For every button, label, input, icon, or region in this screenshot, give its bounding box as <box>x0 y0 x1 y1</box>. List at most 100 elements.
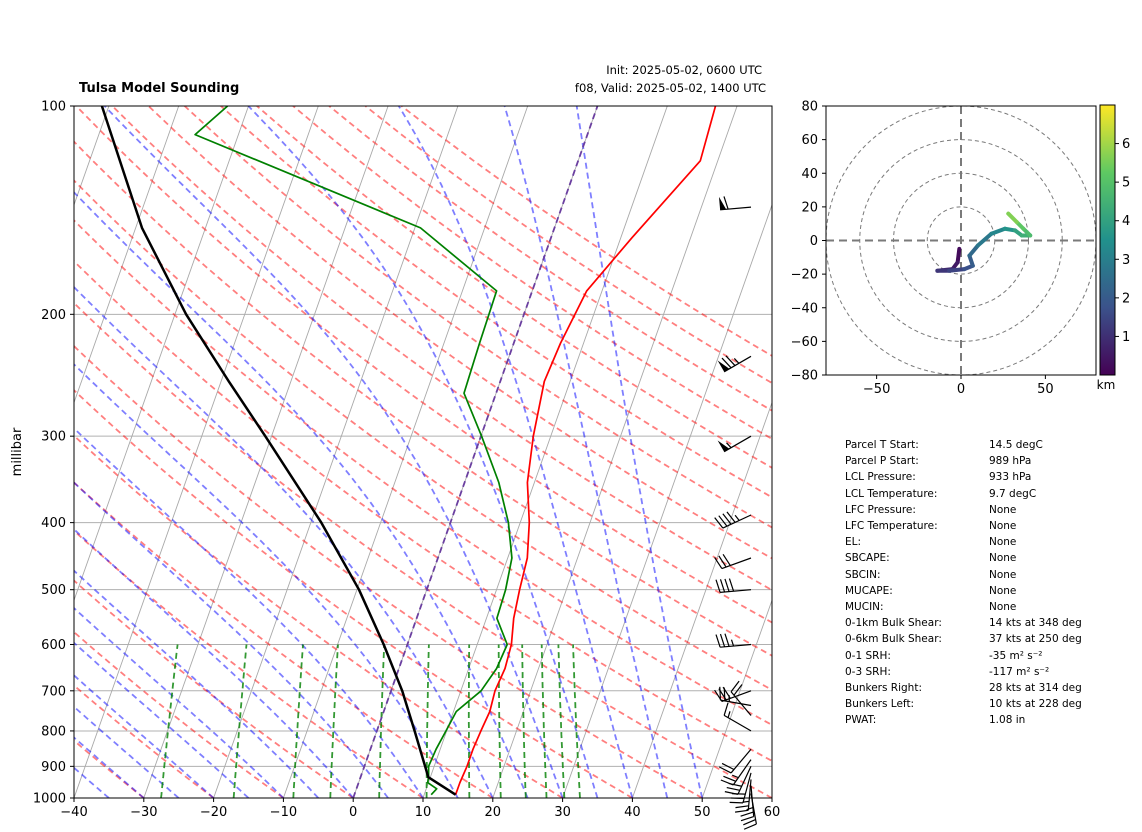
stat-value: 1.08 in <box>989 714 1026 727</box>
hodograph-segment <box>1006 211 1019 225</box>
stat-row: Bunkers Left: 10 kts at 228 deg <box>845 696 1082 712</box>
stat-value: 14 kts at 348 deg <box>989 617 1082 630</box>
barb-full <box>724 791 739 795</box>
colorbar-tick-label: 4 <box>1122 214 1130 229</box>
moist-adiabat <box>503 106 669 798</box>
parcel-line <box>100 106 457 796</box>
barb-flag <box>718 196 727 210</box>
barb-staff <box>720 589 752 593</box>
hodo-x-tick-label: 50 <box>1037 382 1054 397</box>
barb-full <box>726 786 740 791</box>
barb-staff <box>732 759 752 786</box>
dry-adiabat <box>292 106 772 440</box>
stat-label: SBCAPE: <box>845 552 890 565</box>
y-tick-label: 500 <box>41 583 66 598</box>
barb-full <box>735 809 749 813</box>
dry-adiabat <box>74 481 494 798</box>
dry-adiabat <box>74 579 354 798</box>
stat-label: MUCAPE: <box>845 584 893 597</box>
y-tick-label: 700 <box>41 684 66 699</box>
barb-half <box>726 442 732 449</box>
barb-full <box>715 579 721 593</box>
wind-barb <box>717 435 752 453</box>
stat-label: 0-3 SRH: <box>845 665 891 678</box>
barb-full <box>724 633 730 647</box>
wind-barb <box>714 686 752 702</box>
wind-barbs <box>714 196 757 830</box>
y-tick-label: 600 <box>41 638 66 653</box>
hodo-y-tick-label: −60 <box>791 335 818 350</box>
barb-staff <box>737 766 752 795</box>
hodograph-segment <box>967 243 980 258</box>
skew-t-series <box>100 106 717 796</box>
dry-adiabat <box>74 529 424 798</box>
barb-staff <box>723 714 752 732</box>
mixing-ratio-line <box>378 644 386 798</box>
stat-label: LFC Temperature: <box>845 520 938 533</box>
wind-barb <box>715 633 752 648</box>
barb-flag <box>717 360 730 372</box>
barb-staff <box>720 699 752 707</box>
stat-value: -35 m² s⁻² <box>989 649 1043 662</box>
valid-time: f08, Valid: 2025-05-02, 1400 UTC <box>575 81 766 95</box>
barb-full <box>718 555 727 568</box>
colorbar-tick-label: 6 <box>1122 137 1130 152</box>
x-tick-label: 60 <box>764 805 781 820</box>
barb-full <box>730 680 740 693</box>
y-axis-ticks: 100 200 300 400 500 600 700 800 900 1000 <box>33 100 74 807</box>
stat-row: LCL Temperature: 9.7 degC <box>845 486 1082 502</box>
stat-label: 0-1 SRH: <box>845 649 891 662</box>
moist-adiabat <box>103 106 564 798</box>
barb-full <box>718 688 727 701</box>
hodo-x-tick-label: 0 <box>957 382 965 397</box>
mixing-ratio-line <box>540 644 548 798</box>
hodograph-ring <box>926 206 996 275</box>
mixing-ratio-line <box>425 644 430 798</box>
mixing-ratio-line <box>467 644 471 798</box>
barb-full <box>735 805 749 809</box>
isotherm-line <box>213 106 459 798</box>
stat-label: PWAT: <box>845 714 877 727</box>
hodo-y-tick-label: −20 <box>791 268 818 283</box>
wind-barb <box>723 702 752 732</box>
colorbar-tick-label: 5 <box>1122 176 1130 191</box>
temperature-line <box>454 106 717 795</box>
stat-label: Parcel T Start: <box>845 439 919 451</box>
stat-label: Parcel P Start: <box>845 455 919 468</box>
stat-value: 28 kts at 314 deg <box>989 682 1082 695</box>
moist-adiabat <box>575 106 704 798</box>
barb-staff <box>747 779 752 811</box>
hodo-y-tick-label: −80 <box>791 369 818 384</box>
stat-value: 14.5 degC <box>989 439 1043 451</box>
hodo-y-tick-label: 80 <box>801 100 818 115</box>
wind-barb <box>740 785 755 822</box>
hodograph-ticks: −50 0 50 80 60 40 20 0 −20 −40 −60 −80 <box>791 100 1054 398</box>
y-tick-label: 900 <box>41 760 66 775</box>
barb-half <box>731 774 739 779</box>
barb-full <box>724 578 730 592</box>
y-tick-label: 200 <box>41 308 66 323</box>
x-tick-label: 50 <box>694 805 711 820</box>
moist-adiabat <box>247 106 599 798</box>
stat-label: 0-6km Bulk Shear: <box>845 633 942 646</box>
x-tick-label: −10 <box>270 805 297 820</box>
barb-full <box>723 702 729 716</box>
stat-value: None <box>989 520 1017 533</box>
isotherm-line <box>492 106 738 798</box>
hodograph-segment <box>955 246 962 265</box>
stat-row: 0-1km Bulk Shear: 14 kts at 348 deg <box>845 615 1082 631</box>
stat-value: None <box>989 568 1017 581</box>
stat-row: Bunkers Right: 28 kts at 314 deg <box>845 680 1082 696</box>
barb-staff <box>722 514 752 529</box>
moist-adiabat <box>74 674 215 798</box>
dry-adiabat <box>74 389 633 798</box>
stat-row: SBCAPE: None <box>845 550 1082 566</box>
wind-barb <box>717 355 752 373</box>
x-tick-label: −40 <box>60 805 87 820</box>
barb-full <box>740 811 754 817</box>
dry-adiabat <box>256 106 772 469</box>
stat-row: 0-6km Bulk Shear: 37 kts at 250 deg <box>845 631 1082 647</box>
stat-label: LCL Pressure: <box>845 471 916 484</box>
dry-adiabat <box>74 179 772 691</box>
stat-row: SBCIN: None <box>845 567 1082 583</box>
